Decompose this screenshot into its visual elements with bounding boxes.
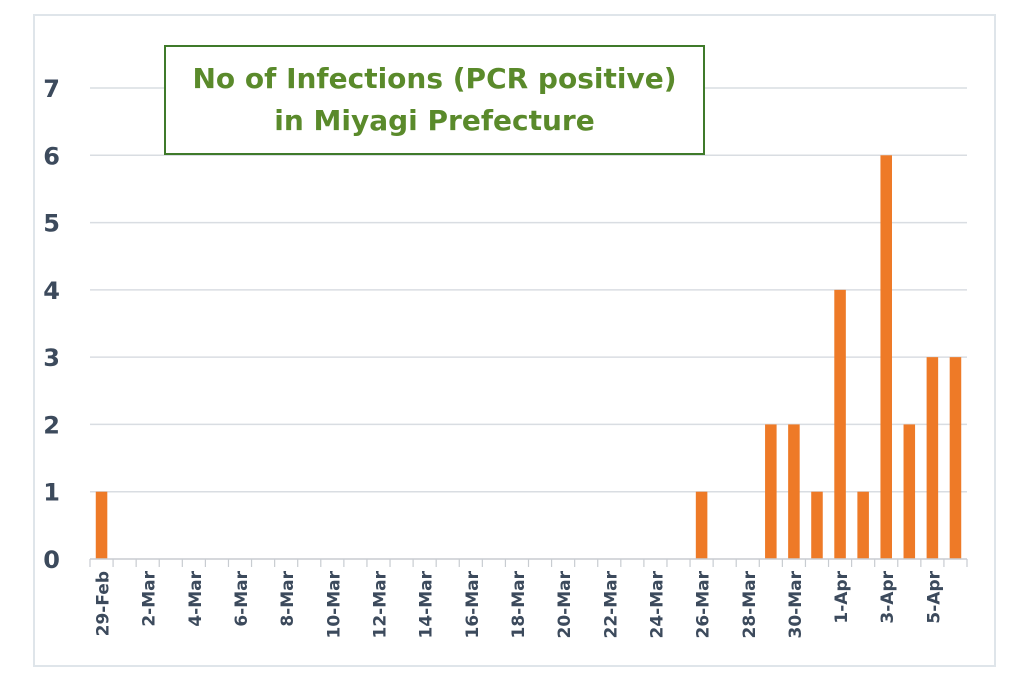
y-tick-label: 6 [43,142,60,170]
bar [926,357,939,559]
x-tick-label: 24-Mar [647,570,667,638]
x-tick-label: 2-Mar [140,570,160,626]
x-tick-label: 8-Mar [278,570,298,626]
bar [695,491,708,559]
chart-title-box: No of Infections (PCR positive) in Miyag… [164,45,705,155]
bar [95,491,108,559]
bar [834,289,846,559]
y-tick-label: 2 [43,411,60,439]
x-tick-label: 3-Apr [878,570,898,623]
y-tick-label: 0 [43,546,60,574]
bar [857,491,869,559]
y-tick-label: 5 [43,210,60,238]
y-tick-label: 7 [43,75,60,103]
x-tick-label: 20-Mar [555,570,575,638]
bar [788,424,800,559]
y-tick-label: 3 [43,344,60,372]
x-tick-label: 10-Mar [324,570,344,638]
x-tick-label: 14-Mar [417,570,437,638]
y-tick-label: 4 [43,277,60,305]
chart-title-line-2: in Miyagi Prefecture [274,104,595,137]
y-tick-label: 1 [43,479,60,507]
x-tick-label: 5-Apr [924,570,944,623]
bar [949,357,962,559]
x-tick-label: 29-Feb [94,571,114,636]
bar [880,155,892,560]
x-tick-label: 26-Mar [694,570,714,638]
bar [765,424,777,559]
x-tick-label: 18-Mar [509,570,529,638]
x-tick-label: 28-Mar [740,570,760,638]
x-tick-label: 6-Mar [232,570,252,626]
bar [811,491,823,559]
x-tick-label: 22-Mar [601,570,621,638]
x-tick-label: 4-Mar [186,570,206,626]
x-tick-label: 12-Mar [370,570,390,638]
bar [903,424,916,559]
x-tick-label: 16-Mar [463,570,483,638]
x-tick-label: 30-Mar [786,570,806,638]
x-tick-label: 1-Apr [832,570,852,623]
chart-title-line-1: No of Infections (PCR positive) [192,62,677,95]
